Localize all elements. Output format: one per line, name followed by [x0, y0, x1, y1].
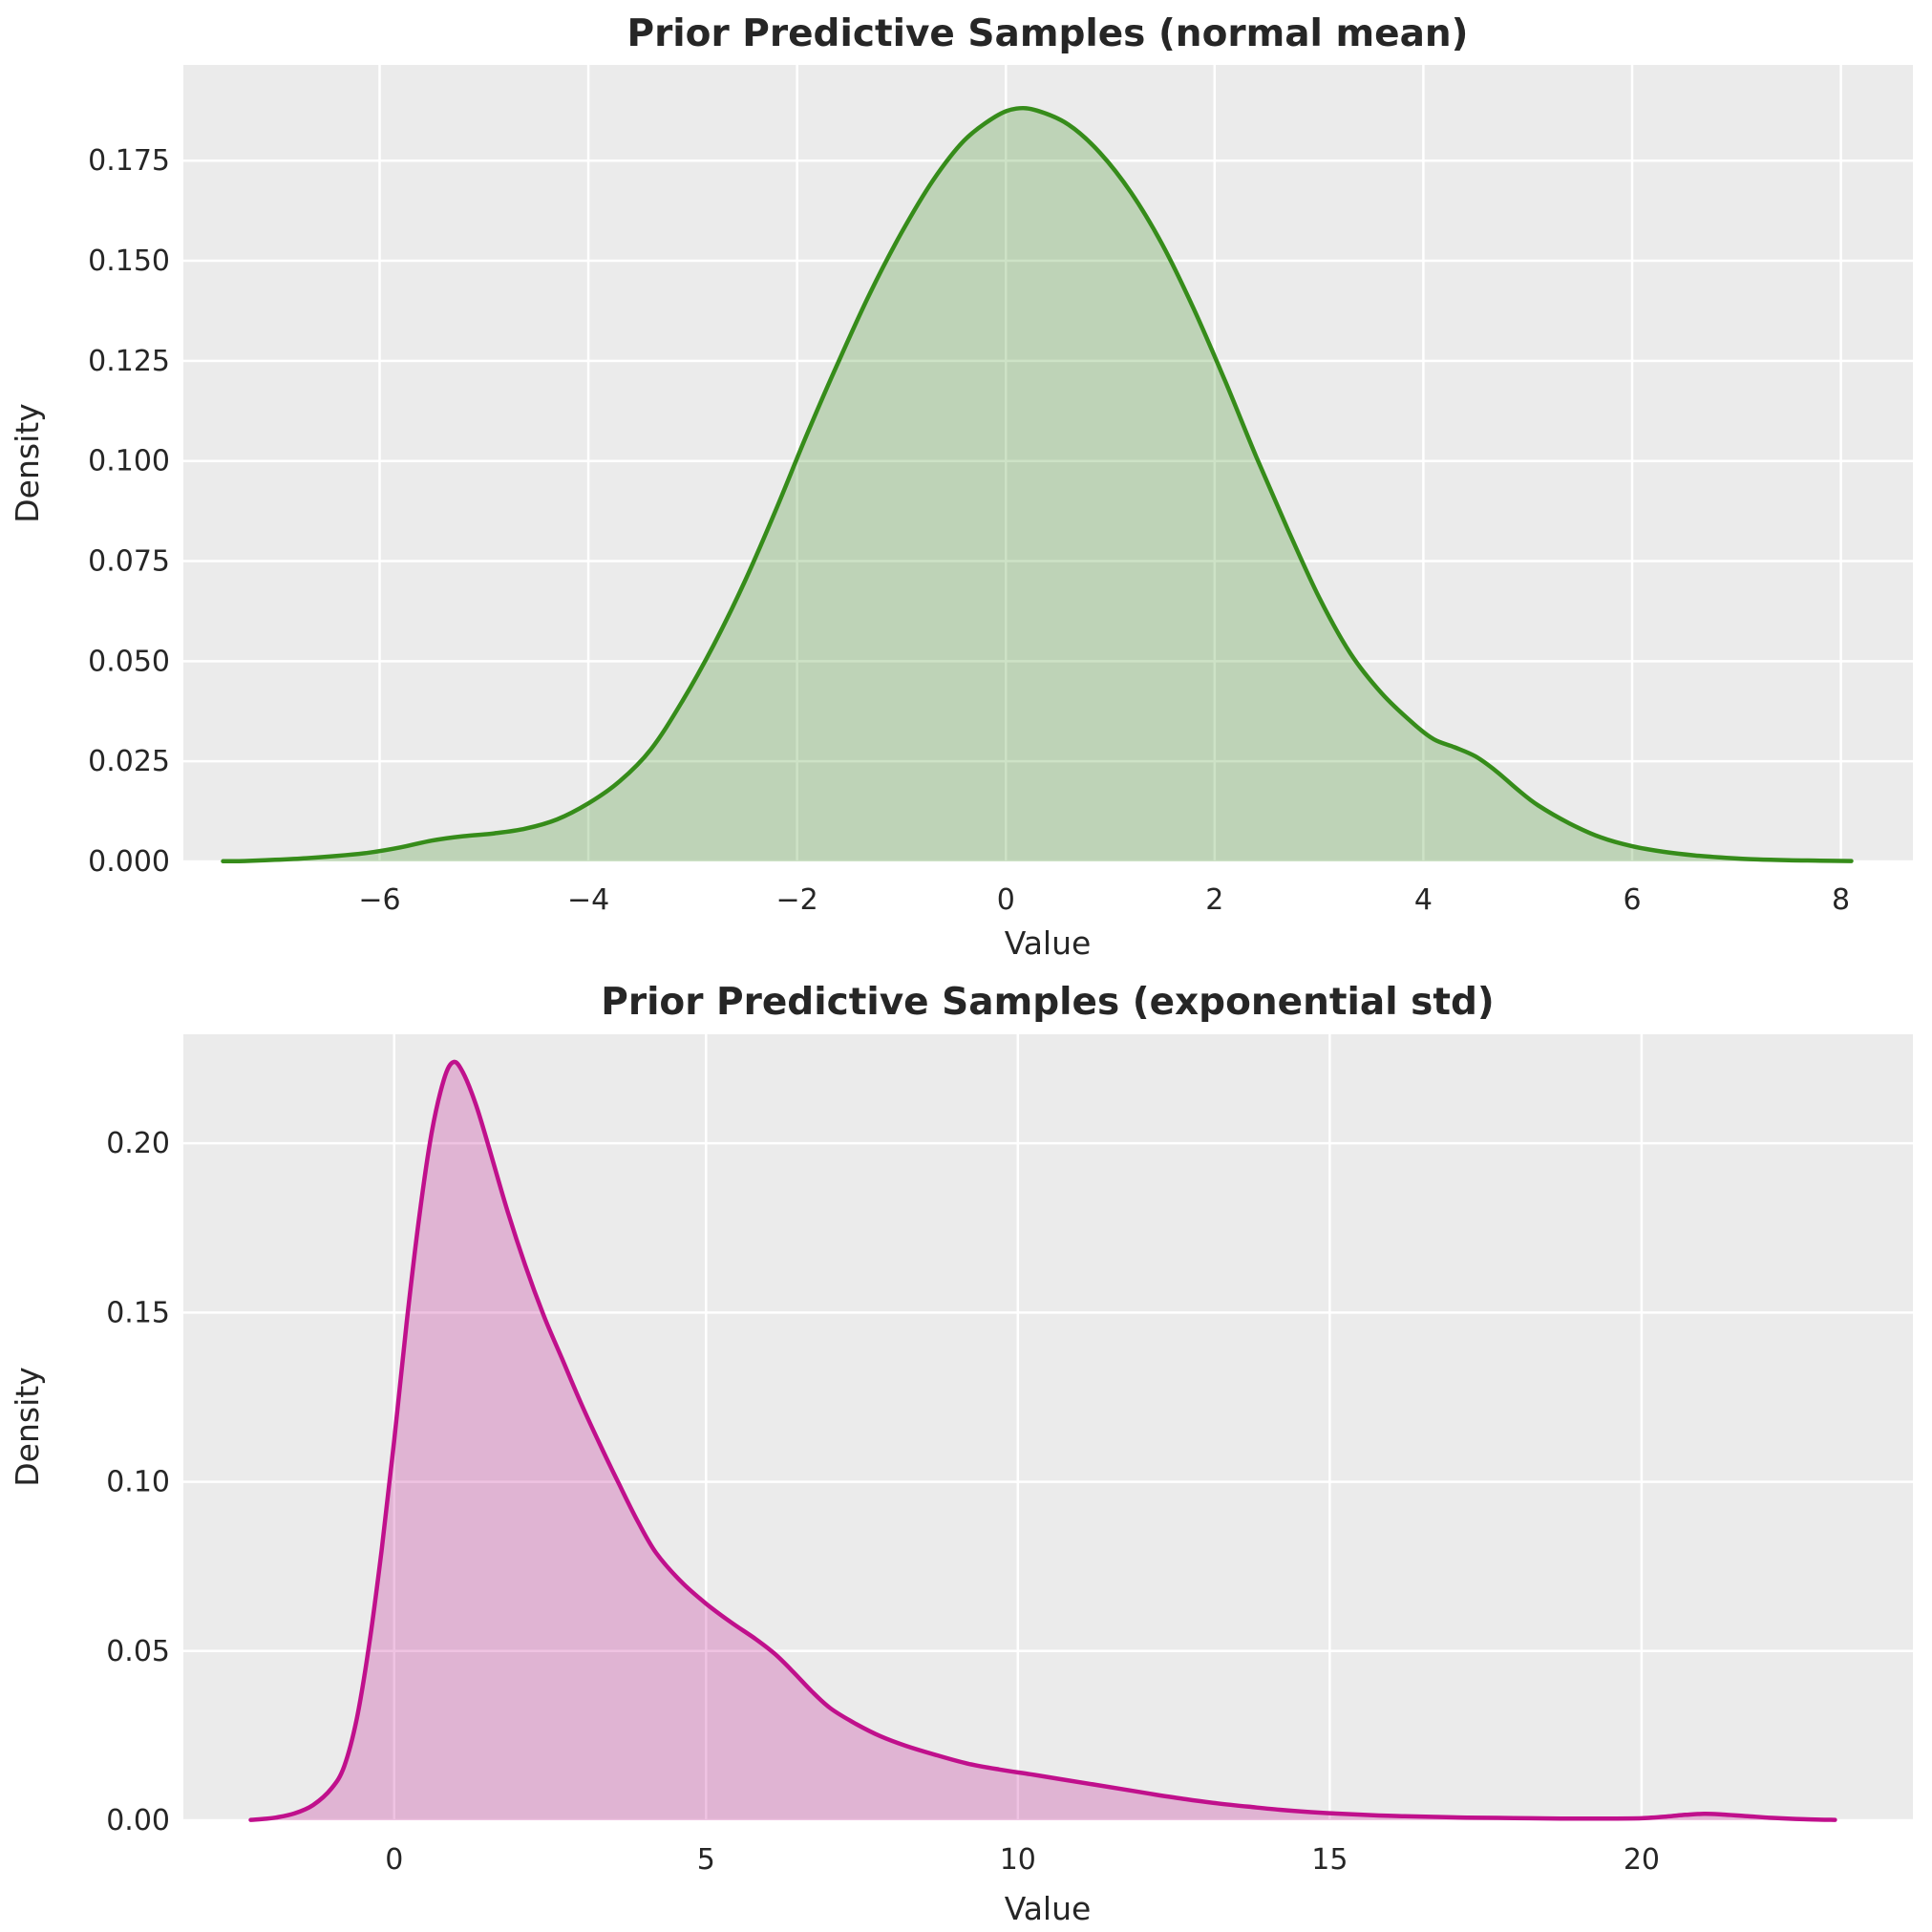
y-tick-label: 0.125	[88, 345, 170, 378]
y-tick-label: 0.075	[88, 545, 170, 579]
axes-background	[183, 65, 1913, 861]
normal-mean-plot-area: −6 −4 −2 0 2 4 6 8 0.000 0.025 0.050 0.075 0.100 0.12…	[88, 65, 1913, 917]
x-tick-label: 0	[385, 1843, 403, 1877]
y-tick-label: 0.15	[106, 1296, 170, 1329]
y-tick-label: 0.000	[88, 845, 170, 879]
exponential-std-plot-area: 0 5 10 15 20 0.00 0.05 0.10 0.15 0.20	[106, 1034, 1913, 1877]
normal-mean-y-axis-label: Density	[9, 403, 46, 522]
kde-curve	[221, 105, 1854, 864]
exponential-std-x-axis-label: Value	[1005, 1890, 1092, 1927]
chart-normal-mean: −6 −4 −2 0 2 4 6 8 0.000 0.025 0.050 0.075 0.100 0.12…	[9, 12, 1913, 962]
normal-mean-title: Prior Predictive Samples (normal mean)	[626, 12, 1468, 55]
y-tick-label: 0.20	[106, 1127, 170, 1160]
normal-mean-x-axis-label: Value	[1005, 924, 1092, 962]
axes-background	[183, 1034, 1913, 1820]
x-tick-label: 15	[1311, 1843, 1348, 1877]
x-tick-label: −6	[358, 883, 400, 917]
y-tick-label: 0.05	[106, 1635, 170, 1668]
y-tick-label: 0.10	[106, 1466, 170, 1499]
x-tick-label: 8	[1832, 883, 1850, 917]
x-tick-label: 10	[1000, 1843, 1036, 1877]
x-tick-label: −4	[567, 883, 609, 917]
x-tick-label: 2	[1205, 883, 1223, 917]
kde-area-fill	[223, 108, 1852, 861]
x-tick-label: 5	[697, 1843, 715, 1877]
y-tick-label: 0.025	[88, 745, 170, 778]
y-tick-label: 0.175	[88, 144, 170, 178]
chart-exponential-std: 0 5 10 15 20 0.00 0.05 0.10 0.15 0.20 Prior Predi…	[9, 981, 1913, 1927]
kde-curve	[248, 1059, 1837, 1822]
exponential-std-title: Prior Predictive Samples (exponential st…	[601, 981, 1495, 1024]
x-tick-label: 4	[1414, 883, 1433, 917]
exponential-std-y-axis-label: Density	[9, 1367, 46, 1486]
x-tick-label: 20	[1624, 1843, 1660, 1877]
x-tick-label: 6	[1623, 883, 1641, 917]
y-tick-label: 0.00	[106, 1804, 170, 1837]
x-tick-label: 0	[997, 883, 1015, 917]
y-tick-label: 0.050	[88, 645, 170, 678]
kde-area-fill	[250, 1061, 1836, 1820]
y-tick-label: 0.150	[88, 244, 170, 278]
x-tick-label: −2	[776, 883, 818, 917]
y-tick-label: 0.100	[88, 445, 170, 478]
